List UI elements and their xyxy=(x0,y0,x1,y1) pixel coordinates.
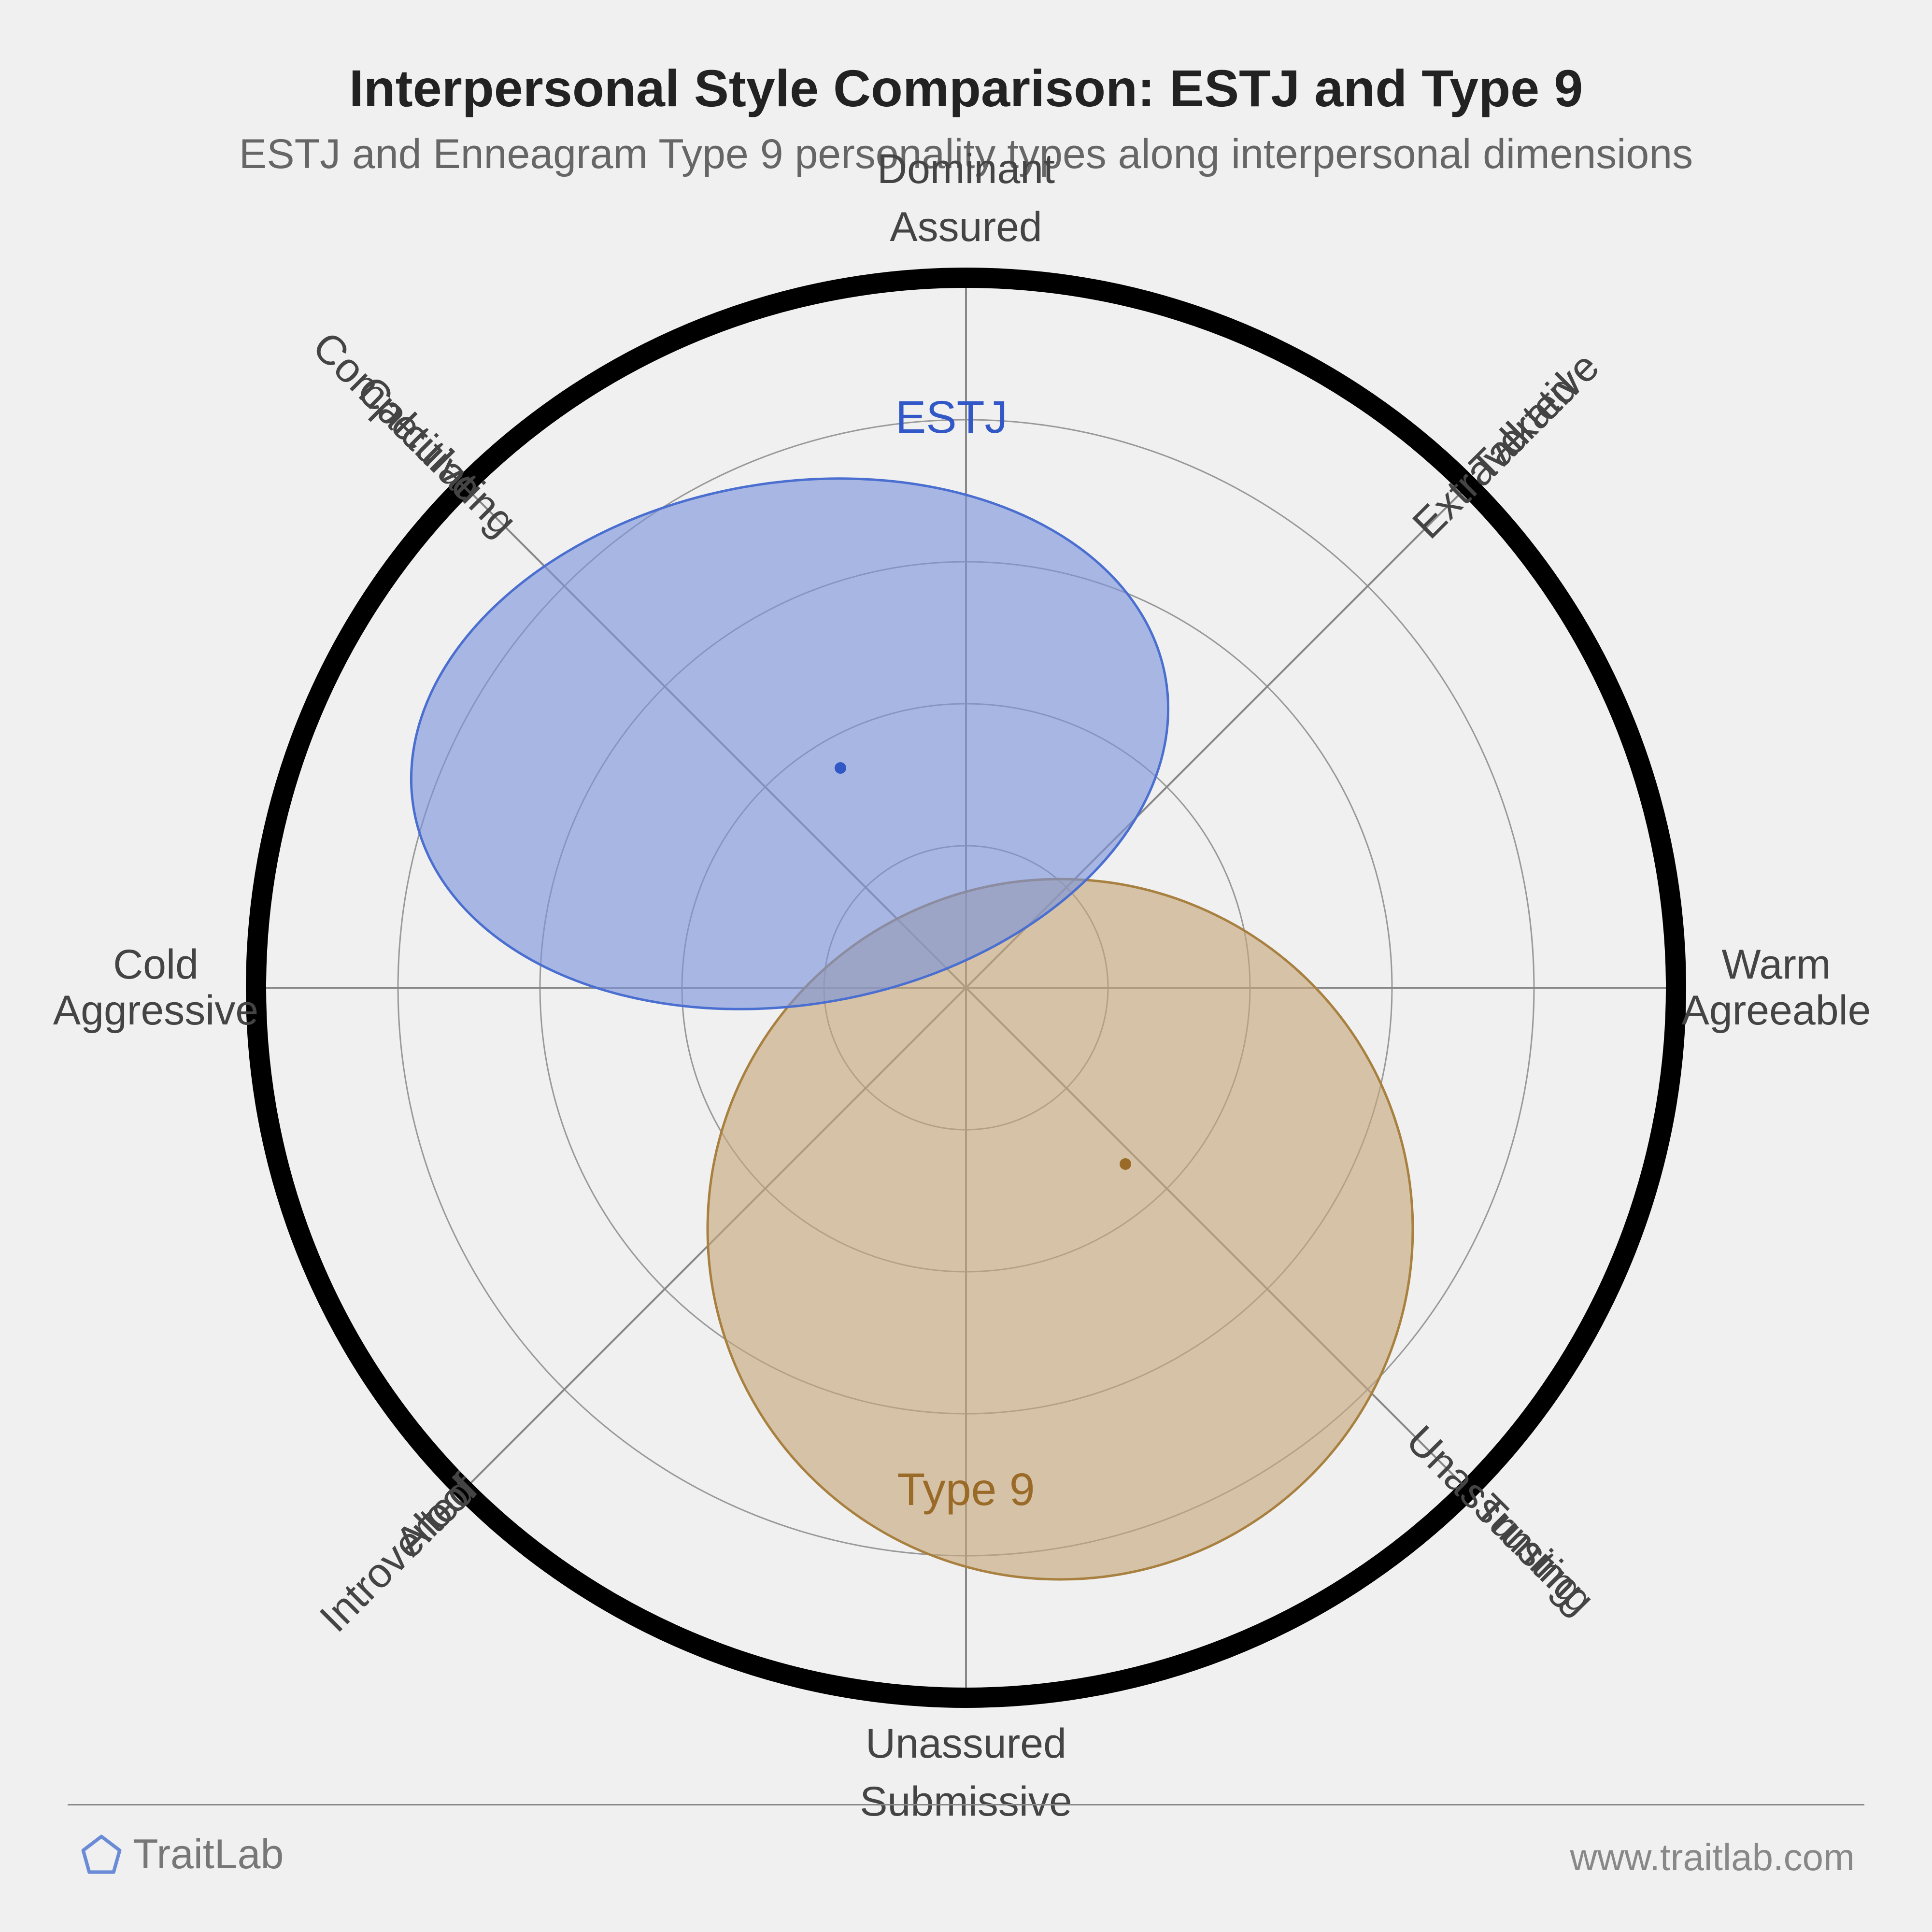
brand-url: www.traitlab.com xyxy=(1570,1835,1855,1879)
brand-text: TraitLab xyxy=(133,1831,284,1878)
axis-label: ColdAggressive xyxy=(0,942,349,1033)
footer-divider xyxy=(68,1804,1864,1805)
brand-logo: TraitLab xyxy=(80,1831,284,1878)
axis-label: Submissive xyxy=(773,1779,1159,1825)
blob-label-type9: Type 9 xyxy=(869,1463,1063,1516)
blob-centroid-type9 xyxy=(1120,1158,1131,1170)
axis-label: Dominant xyxy=(773,146,1159,192)
pentagon-icon xyxy=(80,1833,123,1876)
axis-label: WarmAgreeable xyxy=(1583,942,1932,1033)
blob-label-estj: ESTJ xyxy=(855,391,1048,444)
axis-label: Unassured xyxy=(773,1721,1159,1767)
blob-centroid-estj xyxy=(835,762,846,774)
axis-label: Assured xyxy=(773,204,1159,250)
